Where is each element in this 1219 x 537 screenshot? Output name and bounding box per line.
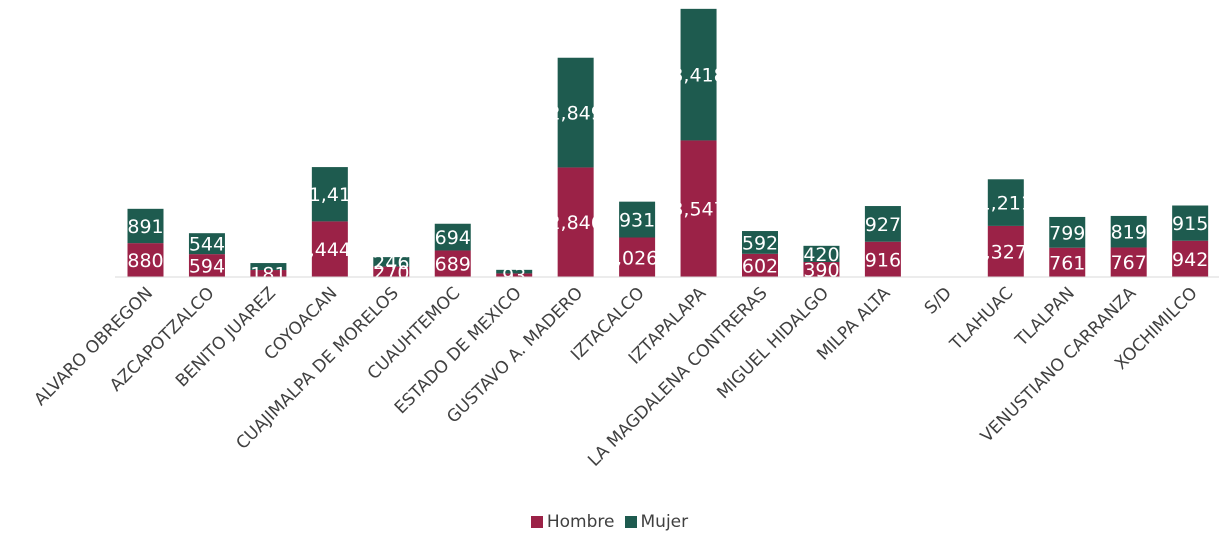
x-tick-label-11: MIGUEL HIDALGO xyxy=(713,283,833,403)
bar-mujer-15 xyxy=(1049,216,1086,248)
bar-hombre-7 xyxy=(557,167,594,277)
bar-mujer-0 xyxy=(127,208,164,244)
bar-hombre-12 xyxy=(864,241,901,277)
bar-mujer-10 xyxy=(742,231,778,254)
legend-swatch-hombre xyxy=(530,516,543,528)
data-label-hombre-7: 2,846 xyxy=(548,212,602,234)
bar-hombre-4 xyxy=(373,266,410,277)
data-label-mujer-4: 246 xyxy=(373,252,409,274)
bar-mujer-1 xyxy=(188,233,225,255)
bar-mujer-5 xyxy=(434,223,471,251)
data-label-hombre-16: 767 xyxy=(1111,252,1147,274)
data-label-mujer-14: 1,211 xyxy=(979,193,1033,215)
bar-hombre-8 xyxy=(619,237,656,277)
bar-mujer-7 xyxy=(557,57,594,168)
data-label-hombre-6: 93 xyxy=(502,265,526,287)
data-label-mujer-0: 891 xyxy=(127,216,163,238)
data-label-mujer-15: 799 xyxy=(1049,222,1085,244)
bar-mujer-6 xyxy=(496,269,533,274)
data-label-mujer-9: 3,418 xyxy=(671,65,725,87)
bars-group xyxy=(127,8,1209,278)
bar-hombre-6 xyxy=(496,273,533,277)
bar-hombre-0 xyxy=(127,243,164,277)
bar-mujer-14 xyxy=(987,179,1024,226)
data-label-mujer-3: 1,41 xyxy=(309,184,351,206)
data-label-hombre-1: 594 xyxy=(189,256,225,278)
data-label-hombre-11: 390 xyxy=(803,259,839,281)
data-label-hombre-4: 270 xyxy=(373,262,409,284)
bar-hombre-1 xyxy=(188,254,225,277)
data-label-hombre-8: ,026 xyxy=(616,247,658,269)
data-label-mujer-1: 544 xyxy=(189,234,225,256)
data-label-hombre-14: ,327 xyxy=(985,241,1027,263)
bar-hombre-17 xyxy=(1172,240,1209,277)
x-tick-label-1: AZCAPOTZALCO xyxy=(106,283,218,395)
data-label-hombre-2: 181 xyxy=(250,264,286,286)
legend-label-hombre: Hombre xyxy=(546,512,615,532)
data-label-hombre-15: 761 xyxy=(1049,252,1085,274)
bar-hombre-11 xyxy=(803,261,840,278)
legend-item-mujer: Mujer xyxy=(624,512,689,532)
x-tick-label-0: ALVARO OBREGON xyxy=(31,283,157,409)
data-label-mujer-5: 694 xyxy=(435,227,471,249)
bar-hombre-9 xyxy=(680,140,717,277)
data-label-mujer-7: 2,849 xyxy=(548,103,602,125)
legend-swatch-mujer xyxy=(624,516,637,528)
bar-mujer-12 xyxy=(864,206,901,242)
x-tick-label-13: S/D xyxy=(921,283,956,318)
bar-mujer-3 xyxy=(311,167,348,222)
bar-mujer-8 xyxy=(619,201,656,238)
data-label-hombre-5: 689 xyxy=(435,254,471,276)
x-tick-label-14: TLAHUAC xyxy=(946,283,1018,355)
bar-hombre-16 xyxy=(1110,247,1147,277)
bar-mujer-17 xyxy=(1172,205,1209,241)
bar-mujer-11 xyxy=(803,245,840,262)
bar-hombre-15 xyxy=(1049,247,1086,277)
data-label-mujer-8: 931 xyxy=(619,210,655,232)
data-label-hombre-3: ,444 xyxy=(309,239,351,261)
data-label-hombre-9: 3,547 xyxy=(671,199,725,221)
data-label-mujer-16: 819 xyxy=(1111,222,1147,244)
bar-hombre-10 xyxy=(742,253,778,277)
data-label-mujer-10: 592 xyxy=(742,232,778,254)
bar-mujer-16 xyxy=(1110,215,1147,248)
bar-hombre-5 xyxy=(434,250,471,277)
bar-hombre-14 xyxy=(987,225,1024,277)
bar-hombre-2 xyxy=(250,270,287,277)
data-label-hombre-10: 602 xyxy=(742,255,778,277)
bar-mujer-4 xyxy=(373,257,410,267)
legend-item-hombre: Hombre xyxy=(530,512,615,532)
data-label-mujer-17: 915 xyxy=(1172,213,1208,235)
bar-mujer-9 xyxy=(680,8,717,141)
data-label-mujer-12: 927 xyxy=(865,214,901,236)
data-label-hombre-12: 916 xyxy=(865,249,901,271)
data-label-hombre-17: 942 xyxy=(1172,249,1208,271)
legend: Hombre Mujer xyxy=(0,512,1219,532)
bar-hombre-3 xyxy=(311,221,348,277)
data-label-hombre-0: 880 xyxy=(127,250,163,272)
bar-mujer-2 xyxy=(250,263,287,271)
legend-label-mujer: Mujer xyxy=(640,512,689,532)
data-label-mujer-11: 420 xyxy=(803,244,839,266)
